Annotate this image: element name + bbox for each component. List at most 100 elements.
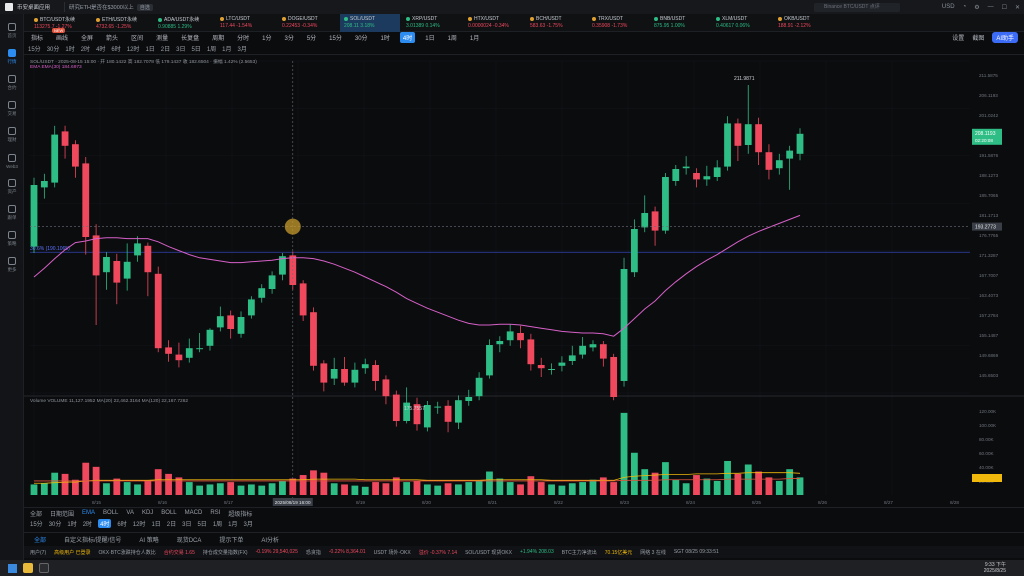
notification-icon[interactable]: ◔ xyxy=(962,4,967,10)
sidebar-item[interactable]: 理财 xyxy=(0,124,24,146)
minimize-icon[interactable]: — xyxy=(987,4,994,10)
candle[interactable] xyxy=(40,181,48,188)
indicator-tab[interactable]: 超级指标 xyxy=(228,511,253,518)
candle[interactable] xyxy=(641,213,649,228)
ticker-item[interactable]: BTC/USDT永续 113275.7 -1.27% xyxy=(30,14,90,32)
candle[interactable] xyxy=(227,315,235,329)
candle[interactable] xyxy=(113,261,121,283)
candle[interactable] xyxy=(382,379,390,397)
indicator-tab[interactable]: RSI xyxy=(210,510,221,516)
indicator-period[interactable]: 3月 xyxy=(243,521,253,528)
ticker-item[interactable]: ADA/USDT永续 0.90885 1.29% xyxy=(154,14,214,32)
period-item[interactable]: 2日 xyxy=(160,46,171,53)
period-item[interactable]: 2时 xyxy=(80,46,91,53)
candle[interactable] xyxy=(610,357,618,397)
file-explorer-icon[interactable] xyxy=(23,563,33,573)
candle[interactable] xyxy=(620,269,628,381)
period-item[interactable]: 5日 xyxy=(191,46,201,53)
toolbar-item[interactable]: 1月 xyxy=(469,35,480,42)
candle[interactable] xyxy=(144,245,152,273)
candle[interactable] xyxy=(444,405,452,422)
currency-select[interactable]: USD xyxy=(941,4,955,10)
bottom-tab[interactable]: 现货DCA xyxy=(176,537,202,544)
search-input[interactable]: Binance BTC/USDT 点评 xyxy=(814,3,900,12)
ticker-item[interactable]: SOL/USDT 208.11 3.18% xyxy=(340,14,400,32)
candle[interactable] xyxy=(755,124,762,153)
toolbar-item[interactable]: 指标 xyxy=(31,35,44,42)
indicator-period[interactable]: 2时 xyxy=(82,521,93,528)
candle[interactable] xyxy=(247,299,255,316)
toolbar-item[interactable]: 3分 xyxy=(284,35,294,42)
ticker-item[interactable]: LTC/USDT 117.44 -1.54% xyxy=(216,14,276,32)
candle[interactable] xyxy=(279,256,286,275)
candle[interactable] xyxy=(455,400,462,423)
terminal-icon[interactable] xyxy=(39,563,49,573)
indicator-period[interactable]: 5日 xyxy=(197,521,207,528)
indicator-tab[interactable]: MACD xyxy=(184,510,203,516)
sidebar-item[interactable]: 跟单 xyxy=(0,202,24,224)
candle[interactable] xyxy=(330,369,338,379)
candle[interactable] xyxy=(558,362,566,366)
toolbar-item[interactable]: 15分 xyxy=(329,35,342,42)
toolbar-item[interactable]: 分时 xyxy=(237,35,250,42)
ticker-item[interactable]: BNB/USDT 875.95 1.00% xyxy=(650,14,710,32)
candle[interactable] xyxy=(165,347,172,354)
toolbar-item[interactable]: 画线 xyxy=(56,35,69,42)
ticker-item[interactable]: OKB/USDT 188.91 -2.12% xyxy=(774,14,834,32)
candle[interactable] xyxy=(185,348,193,358)
candle[interactable] xyxy=(103,257,110,273)
bottom-tab[interactable]: 全部 xyxy=(34,537,47,544)
period-item[interactable]: 1日 xyxy=(145,46,155,53)
toolbar-item[interactable]: 1周 xyxy=(447,35,457,42)
period-item[interactable]: 3月 xyxy=(237,46,247,53)
toolbar-item[interactable]: 4时 xyxy=(399,31,416,43)
sidebar-item[interactable]: 合约 xyxy=(0,72,24,94)
candle[interactable] xyxy=(744,124,752,145)
indicator-period[interactable]: 3日 xyxy=(182,521,192,528)
candle[interactable] xyxy=(216,316,224,328)
ticker-item[interactable]: BCH/USDT 583.63 -1.75% xyxy=(526,14,586,32)
candle[interactable] xyxy=(599,344,607,359)
candle[interactable] xyxy=(579,345,587,355)
candle[interactable] xyxy=(258,288,266,298)
indicator-period[interactable]: 1日 xyxy=(151,521,161,528)
indicator-period[interactable]: 1月 xyxy=(228,521,238,528)
ticker-item[interactable]: XLM/USDT 0.40617 0.06% xyxy=(712,14,772,32)
indicator-period[interactable]: 6时 xyxy=(117,521,127,528)
toolbar-right-item[interactable]: 设置 xyxy=(952,35,965,42)
candle[interactable] xyxy=(413,404,421,425)
candle[interactable] xyxy=(134,243,141,256)
range-tab[interactable]: 全部 xyxy=(30,511,43,518)
sidebar-item[interactable]: 交易 xyxy=(0,98,24,120)
period-item[interactable]: 12时 xyxy=(126,46,140,53)
indicator-period[interactable]: 1周 xyxy=(212,521,223,528)
candle[interactable] xyxy=(786,150,794,159)
indicator-period[interactable]: 4时 xyxy=(98,518,112,528)
system-clock[interactable]: 9:33 下午 2025/8/25 xyxy=(984,562,1006,574)
candle[interactable] xyxy=(765,152,773,170)
toolbar-item[interactable]: 箭头 xyxy=(106,35,119,42)
close-icon[interactable]: ✕ xyxy=(1014,4,1020,11)
period-item[interactable]: 1周 xyxy=(206,46,217,53)
candle[interactable] xyxy=(734,123,742,146)
toolbar-item[interactable]: 区间 xyxy=(131,35,144,42)
ticker-item[interactable]: ETH/USDT永续 4732.65 -1.25% xyxy=(92,14,152,32)
candle[interactable] xyxy=(693,173,700,180)
candle[interactable] xyxy=(662,177,669,231)
candle[interactable] xyxy=(341,369,348,383)
candle[interactable] xyxy=(724,123,731,167)
price-chart[interactable]: 30.6% (190.1065) 211.9871 175.7557 211.5875… xyxy=(24,54,1024,506)
candle[interactable] xyxy=(589,344,597,348)
candle[interactable] xyxy=(465,397,473,401)
candle[interactable] xyxy=(475,377,483,397)
toolbar-item[interactable]: 1时 xyxy=(380,35,390,42)
candle[interactable] xyxy=(403,402,411,421)
candle[interactable] xyxy=(196,348,204,350)
sidebar-item[interactable]: 首页 xyxy=(0,20,24,42)
bottom-tab[interactable]: 自定义指标/提醒/信号 xyxy=(64,537,122,544)
toolbar-item[interactable]: 30分 xyxy=(354,35,368,42)
period-item[interactable]: 30分 xyxy=(46,46,60,53)
candle[interactable] xyxy=(51,134,59,183)
candle[interactable] xyxy=(175,354,183,361)
sidebar-item[interactable]: 更多 xyxy=(0,254,24,276)
